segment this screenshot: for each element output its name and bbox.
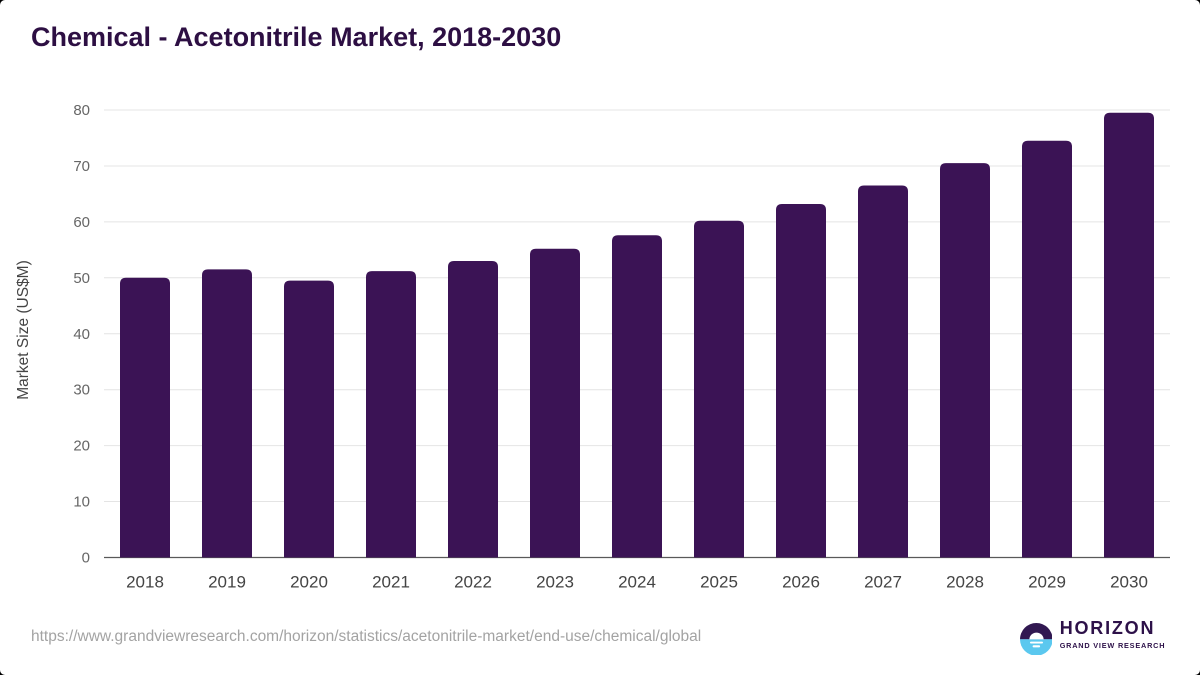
svg-text:70: 70: [73, 158, 90, 175]
svg-text:2022: 2022: [454, 573, 492, 592]
svg-text:10: 10: [73, 494, 90, 511]
svg-text:50: 50: [73, 270, 90, 287]
svg-text:2024: 2024: [618, 573, 656, 592]
svg-text:60: 60: [73, 214, 90, 231]
svg-text:2025: 2025: [700, 573, 738, 592]
svg-text:2027: 2027: [864, 573, 902, 592]
svg-text:80: 80: [73, 102, 90, 119]
svg-text:2018: 2018: [126, 573, 164, 592]
svg-text:30: 30: [73, 382, 90, 399]
svg-text:2023: 2023: [536, 573, 574, 592]
svg-text:2019: 2019: [208, 573, 246, 592]
svg-text:2029: 2029: [1028, 573, 1066, 592]
svg-text:20: 20: [73, 438, 90, 455]
svg-text:2020: 2020: [290, 573, 328, 592]
svg-text:0: 0: [82, 550, 90, 567]
svg-text:2030: 2030: [1110, 573, 1148, 592]
svg-text:2021: 2021: [372, 573, 410, 592]
svg-text:2028: 2028: [946, 573, 984, 592]
svg-text:2026: 2026: [782, 573, 820, 592]
svg-text:40: 40: [73, 326, 90, 343]
